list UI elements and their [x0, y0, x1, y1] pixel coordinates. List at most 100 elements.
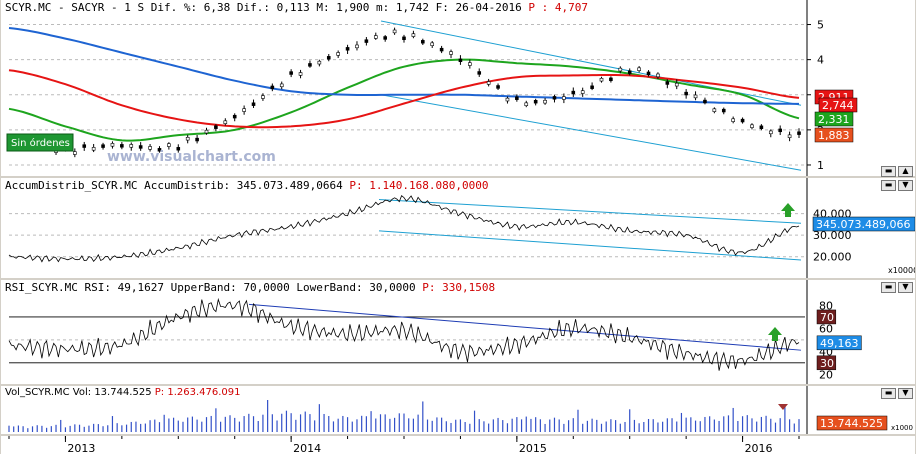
date: 26-04-2016 [455, 1, 522, 14]
price-candle [411, 33, 416, 37]
last-price-label: P : [528, 1, 549, 14]
badge-vol: 13.744.525 [816, 415, 888, 431]
price-candle [750, 124, 754, 128]
price-candle [223, 120, 228, 124]
price-candle [204, 129, 209, 134]
price-candle [468, 62, 472, 66]
price-candle [373, 35, 378, 39]
price-candle [167, 143, 171, 147]
price-candle [232, 114, 237, 119]
price-candle [298, 72, 303, 76]
ad-tick-label: 20.000 [813, 251, 852, 264]
rsi-tick-label: 60 [819, 322, 833, 335]
price-candle [138, 145, 143, 149]
ad-channel-lower [378, 230, 802, 261]
rsi-panel[interactable]: RSI_SCYR.MC RSI: 49,1627 UpperBand: 70,0… [1, 280, 915, 384]
price-candle [308, 63, 312, 67]
price-candle [251, 102, 256, 106]
price-candle [82, 144, 87, 148]
ad-title: AccumDistrib_SCYR.MC AccumDistrib: [5, 179, 231, 192]
expand-icon[interactable]: ▲ [898, 166, 913, 177]
price-candle [674, 82, 679, 87]
price-candle [345, 47, 350, 51]
price-candle [571, 90, 576, 95]
date-label: F: [435, 1, 449, 14]
dif-label: Dif.: [236, 1, 270, 14]
badge-ma-medium-text: 2,744 [822, 99, 854, 112]
ad-header: AccumDistrib_SCYR.MC AccumDistrib: 345.0… [5, 179, 488, 192]
badge-rsi-lower: 30 [816, 355, 837, 371]
vol-header: Vol_SCYR.MC Vol: 13.744.525 P: 1.263.476… [5, 387, 241, 398]
ad-collapse-icon[interactable]: ▬ [881, 180, 896, 191]
price-candle [552, 96, 557, 100]
vol-expand-icon[interactable]: ▼ [898, 388, 913, 399]
price-candle [703, 99, 707, 104]
price-candle [364, 39, 369, 43]
ad-tick-label: 30.000 [813, 229, 852, 242]
price-candle [261, 95, 265, 99]
badge-rsi-upper: 70 [816, 309, 837, 325]
x-tick-label: 2013 [67, 442, 95, 454]
price-candle [91, 147, 96, 151]
last-price: 4,707 [554, 1, 588, 14]
price-candle [562, 96, 566, 100]
price-candle [176, 147, 181, 151]
rsi-trend-line [248, 303, 802, 351]
price-candle [148, 146, 152, 150]
company-name: SACYR [71, 1, 105, 14]
rsi-value: 49,1627 [117, 281, 164, 294]
x-axis: 2013 2014 2015 2016 [1, 436, 915, 454]
price-candle [759, 125, 764, 129]
order-badge[interactable]: Sin órdenes [6, 133, 74, 152]
price-candle [195, 137, 199, 142]
rsi-collapse-icon[interactable]: ▬ [881, 282, 896, 293]
dif-pct-label: Dif. %: [150, 1, 198, 14]
symbol: SCYR.MC [5, 1, 52, 14]
dif: 0,113 [276, 1, 310, 14]
price-candle [279, 83, 284, 88]
price-panel[interactable]: SCYR.MC - SACYR - 1 S Dif. %: 6,38 Dif.:… [1, 0, 915, 177]
price-tick-label: 5 [817, 19, 824, 32]
price-candle [693, 94, 698, 99]
ma-long-line [8, 69, 800, 129]
price-candle [129, 144, 134, 148]
vol-chart-svg: 13.744.525 x1000 [8, 386, 913, 434]
price-candle [580, 90, 585, 94]
price-candle [336, 52, 340, 56]
accum-distrib-panel[interactable]: AccumDistrib_SCYR.MC AccumDistrib: 345.0… [1, 178, 915, 278]
badge-ad: 345.073.489,066 [812, 216, 915, 232]
price-candle [515, 96, 519, 100]
collapse-icon[interactable]: ▬ [881, 166, 896, 177]
price-candle [110, 143, 115, 147]
vol-p: 1.263.476.091 [167, 387, 241, 398]
price-candle [270, 85, 275, 90]
price-candle [242, 108, 246, 112]
ad-channel-upper [378, 199, 802, 224]
price-candle [797, 131, 801, 135]
price-candle [392, 29, 397, 34]
rsi-p-label: P: [422, 281, 436, 294]
vol-collapse-icon[interactable]: ▬ [881, 388, 896, 399]
price-candle [637, 67, 641, 71]
rsi-title: RSI_SCYR.MC RSI: [5, 281, 111, 294]
price-candle [430, 42, 435, 46]
price-candle [439, 47, 444, 52]
rsi-expand-icon[interactable]: ▼ [898, 282, 913, 293]
price-candle [157, 148, 162, 152]
min: 1,742 [395, 1, 429, 14]
price-candle [458, 58, 463, 63]
price-candle [120, 144, 124, 148]
price-candle [778, 128, 782, 133]
price-candle [73, 151, 77, 155]
watermark: www.visualchart.com [107, 149, 276, 165]
rsi-header: RSI_SCYR.MC RSI: 49,1627 UpperBand: 70,0… [5, 281, 495, 294]
badge-ma-medium: 2,744 [818, 97, 858, 113]
badge-rsi: 49,163 [816, 335, 862, 351]
volume-panel[interactable]: Vol_SCYR.MC Vol: 13.744.525 P: 1.263.476… [1, 386, 915, 434]
vol-multiplier: x1000 [891, 424, 913, 432]
price-candle [101, 144, 105, 148]
ad-expand-icon[interactable]: ▼ [898, 180, 913, 191]
price-candle [383, 36, 387, 40]
price-tick-label: 1 [817, 159, 824, 172]
